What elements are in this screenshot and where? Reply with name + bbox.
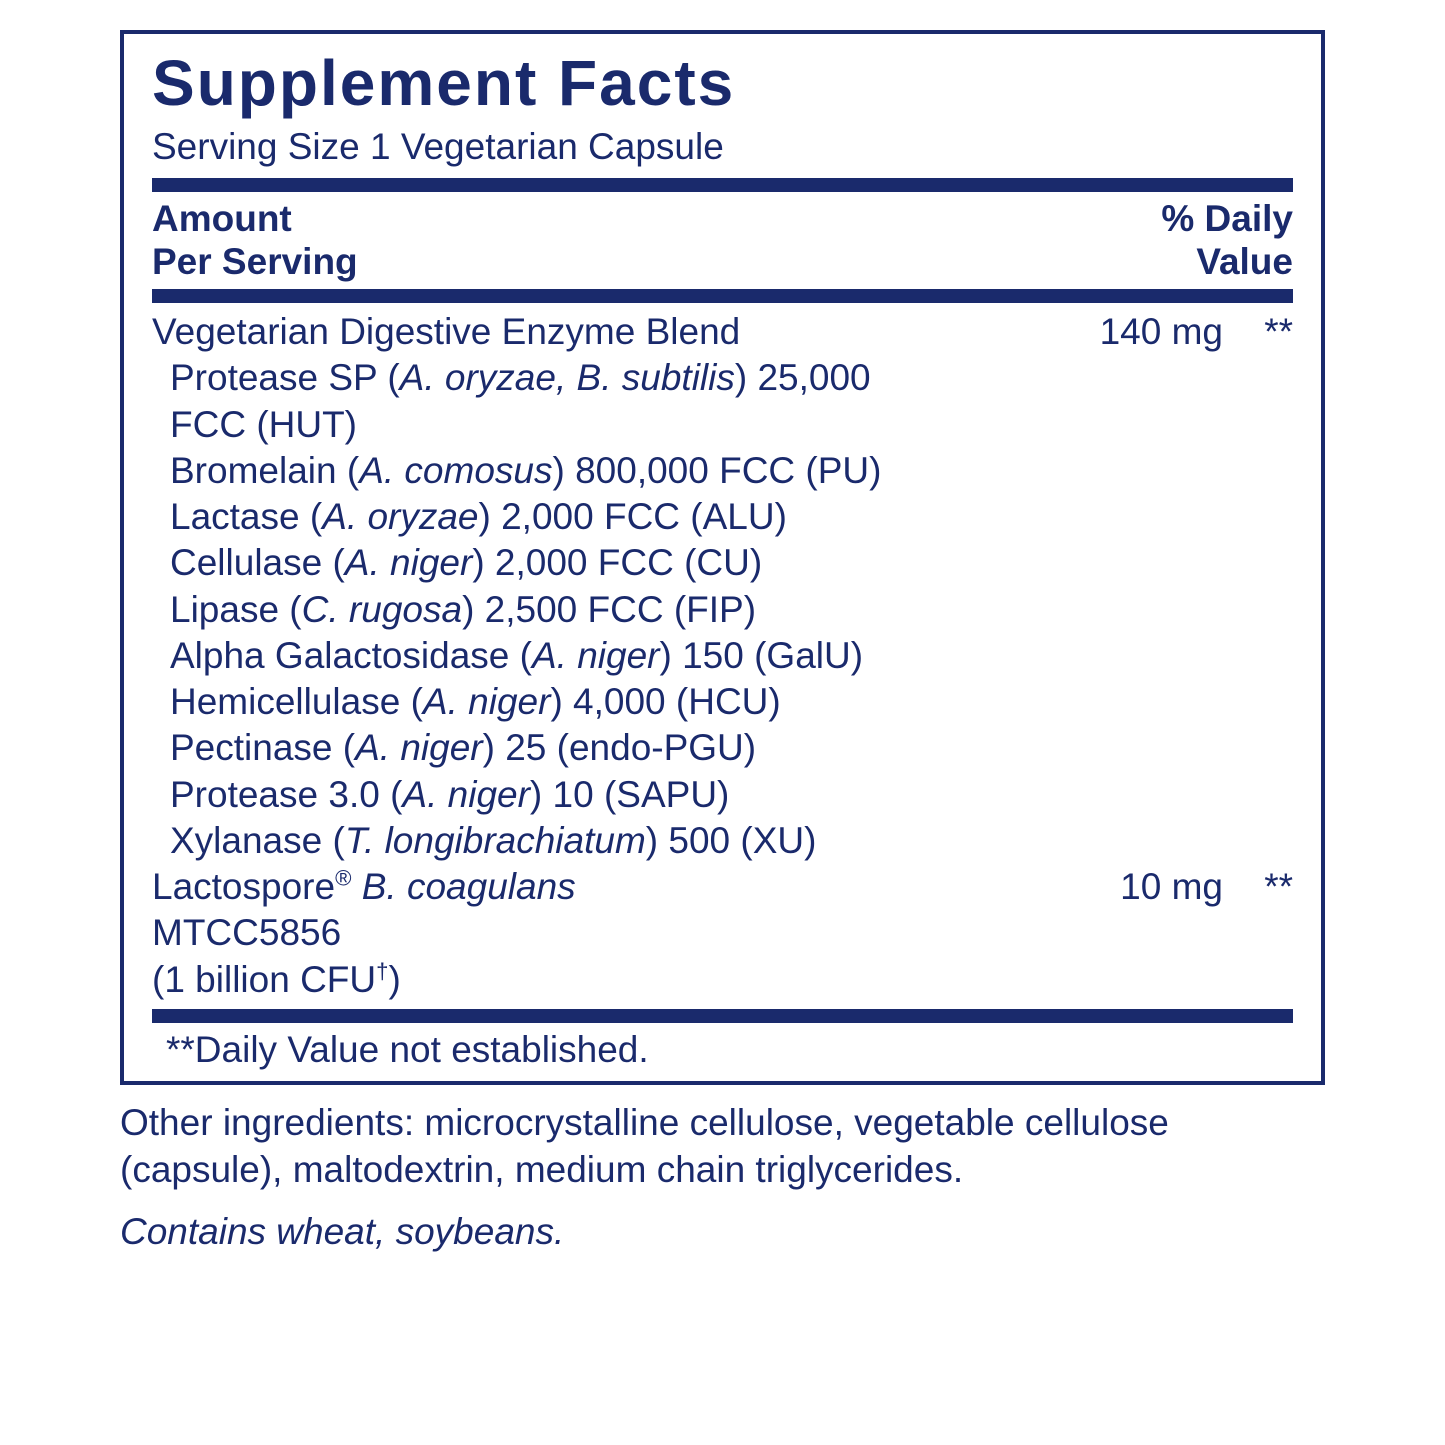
panel-title: Supplement Facts — [152, 46, 1293, 120]
sub-ingredient: Cellulase (A. niger) 2,000 FCC (CU) — [152, 540, 1293, 586]
ingredient-amount: 140 mg — [1083, 309, 1243, 355]
sub-ingredient: Xylanase (T. longibrachiatum) 500 (XU) — [152, 818, 1293, 864]
hdr-daily: % Daily — [1161, 198, 1293, 241]
ingredient-dv: ** — [1243, 864, 1293, 910]
divider-bar — [152, 289, 1293, 303]
ingredient-row: Vegetarian Digestive Enzyme Blend 140 mg… — [152, 309, 1293, 355]
sub-ingredient: FCC (HUT) — [152, 402, 1293, 448]
column-header: Amount Per Serving % Daily Value — [152, 198, 1293, 283]
ingredient-subline: MTCC5856 — [152, 910, 1293, 956]
ingredient-name: Lactospore® B. coagulans — [152, 864, 1083, 910]
ingredient-amount: 10 mg — [1083, 864, 1243, 910]
divider-bar — [152, 1009, 1293, 1023]
dv-footnote: **Daily Value not established. — [152, 1029, 1293, 1071]
ingredient-row: Lactospore® B. coagulans 10 mg ** — [152, 864, 1293, 910]
other-ingredients: Other ingredients: microcrystalline cell… — [120, 1099, 1325, 1194]
divider-bar — [152, 178, 1293, 192]
hdr-perserving: Per Serving — [152, 241, 358, 284]
contains-statement: Contains wheat, soybeans. — [120, 1208, 1325, 1255]
sub-ingredient: Lactase (A. oryzae) 2,000 FCC (ALU) — [152, 494, 1293, 540]
ingredient-subline: (1 billion CFU†) — [152, 957, 1293, 1003]
sub-ingredient: Lipase (C. rugosa) 2,500 FCC (FIP) — [152, 587, 1293, 633]
hdr-amount: Amount — [152, 198, 358, 241]
sub-ingredient: Hemicellulase (A. niger) 4,000 (HCU) — [152, 679, 1293, 725]
ingredient-dv: ** — [1243, 309, 1293, 355]
sub-ingredient: Pectinase (A. niger) 25 (endo-PGU) — [152, 725, 1293, 771]
serving-size: Serving Size 1 Vegetarian Capsule — [152, 126, 1293, 168]
hdr-value: Value — [1161, 241, 1293, 284]
facts-panel: Supplement Facts Serving Size 1 Vegetari… — [120, 30, 1325, 1085]
sub-ingredient: Protease SP (A. oryzae, B. subtilis) 25,… — [152, 355, 1293, 401]
ingredient-name: Vegetarian Digestive Enzyme Blend — [152, 309, 1083, 355]
sub-ingredient: Protease 3.0 (A. niger) 10 (SAPU) — [152, 772, 1293, 818]
sub-ingredient: Bromelain (A. comosus) 800,000 FCC (PU) — [152, 448, 1293, 494]
sub-ingredient: Alpha Galactosidase (A. niger) 150 (GalU… — [152, 633, 1293, 679]
